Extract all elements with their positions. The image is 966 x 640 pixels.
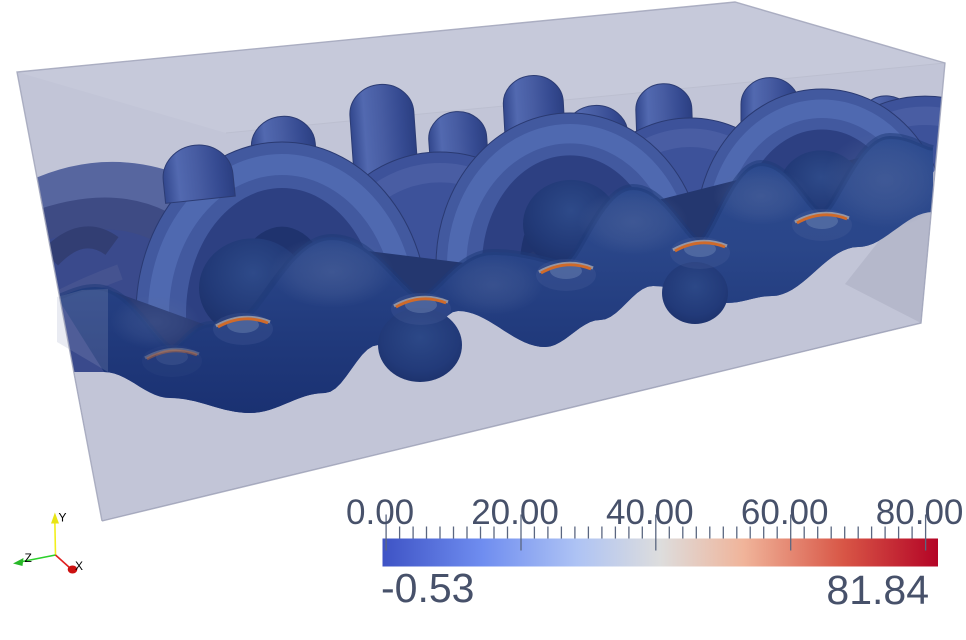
svg-text:-0.53: -0.53 xyxy=(381,565,474,611)
svg-text:40.00: 40.00 xyxy=(606,493,694,532)
svg-text:20.00: 20.00 xyxy=(471,493,559,532)
svg-text:60.00: 60.00 xyxy=(741,493,829,532)
svg-text:81.84: 81.84 xyxy=(826,567,929,613)
svg-text:80.00: 80.00 xyxy=(876,493,964,532)
svg-text:Z: Z xyxy=(25,551,32,565)
svg-text:Y: Y xyxy=(59,511,67,525)
svg-text:X: X xyxy=(75,559,83,573)
svg-text:0.00: 0.00 xyxy=(346,493,414,532)
